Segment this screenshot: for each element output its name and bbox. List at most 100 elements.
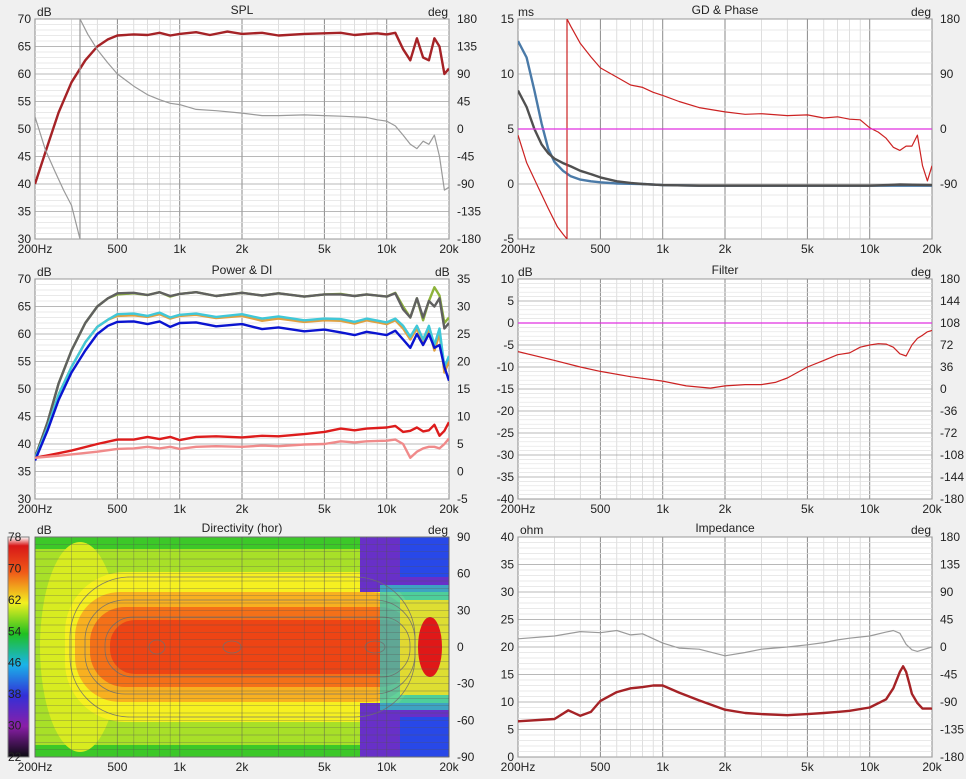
- directivity-y2tick-label: 90: [457, 530, 471, 544]
- power-grid: [34, 278, 450, 500]
- spl-xtick-label: 20k: [439, 242, 459, 256]
- power-y2tick-label: 35: [457, 272, 471, 286]
- impedance-xtick-label: 20k: [922, 760, 942, 774]
- filter-y2tick-label: -144: [940, 470, 964, 484]
- directivity-title: Directivity (hor): [202, 521, 283, 535]
- filter-ytick-label: -20: [497, 404, 515, 418]
- gd-series-line-1: [518, 89, 932, 187]
- directivity-xtick-label: 200Hz: [18, 760, 53, 774]
- impedance-panel: Impedance ohm deg 200Hz 500 1k 2k 5k 10k 20k 0 5…: [501, 521, 965, 774]
- spl-y2tick-label: 135: [457, 40, 477, 54]
- gd-ytick-label: 0: [507, 177, 514, 191]
- filter-y2tick-label: 144: [940, 294, 960, 308]
- gd-series-line-2: [518, 19, 932, 239]
- spl-y2label: deg: [428, 5, 448, 19]
- directivity-y2tick-label: -30: [457, 677, 475, 691]
- filter-xtick-label: 20k: [922, 502, 942, 516]
- gd-y2label: deg: [911, 5, 931, 19]
- spl-ytick-label: 60: [18, 67, 32, 81]
- power-y2tick-label: -5: [457, 492, 468, 506]
- gd-xtick-label: 1k: [656, 242, 670, 256]
- heatmap-hf-bottom-blue: [400, 717, 449, 757]
- impedance-series-line-1: [518, 665, 932, 723]
- heatmap-contours: [69, 576, 416, 718]
- spl-ytick-label: 70: [18, 12, 32, 26]
- power-xtick-label: 1k: [173, 502, 187, 516]
- impedance-ticks: 200Hz 500 1k 2k 5k 10k 20k 0 5 10 15 20 25 30 35 40 -180…: [501, 530, 965, 774]
- impedance-grid: [517, 536, 933, 758]
- gd-series: [518, 19, 932, 239]
- impedance-ytick-label: 0: [507, 750, 514, 764]
- heatmap-edge-top: [35, 537, 449, 549]
- gd-xtick-label: 2k: [719, 242, 733, 256]
- power-ytick-label: 35: [18, 465, 32, 479]
- filter-y2tick-label: 72: [940, 338, 954, 352]
- filter-ytick-label: 5: [507, 294, 514, 308]
- spl-y2tick-label: -90: [457, 177, 475, 191]
- gd-xtick-label: 500: [590, 242, 610, 256]
- filter-ytick-label: 10: [501, 272, 515, 286]
- spl-ytick-label: 55: [18, 95, 32, 109]
- filter-series: [518, 322, 932, 389]
- spl-ytick-label: 30: [18, 232, 32, 246]
- heatmap-edge-bottom: [35, 745, 449, 757]
- impedance-ytick-label: 40: [501, 530, 515, 544]
- contour-5: [222, 640, 242, 654]
- spl-ytick-label: 35: [18, 205, 32, 219]
- impedance-title: Impedance: [695, 521, 755, 535]
- directivity-ylabel: dB: [37, 523, 52, 537]
- power-ytick-label: 70: [18, 272, 32, 286]
- gd-phase-panel: GD & Phase ms deg 200Hz 500 1k 2k 5k 10k 20k-5…: [501, 3, 961, 256]
- directivity-xtick-label: 5k: [318, 760, 332, 774]
- filter-grid: [517, 278, 933, 500]
- spl-y2tick-label: 90: [457, 67, 471, 81]
- spl-title: SPL: [231, 3, 254, 17]
- spl-grid: [34, 18, 450, 240]
- directivity-xtick-label: 10k: [377, 760, 397, 774]
- gd-ytick-label: 10: [501, 67, 515, 81]
- directivity-y2label: deg: [428, 523, 448, 537]
- filter-title: Filter: [712, 263, 739, 277]
- filter-y2tick-label: 108: [940, 316, 960, 330]
- power-ytick-label: 30: [18, 492, 32, 506]
- impedance-ytick-label: 30: [501, 585, 515, 599]
- colorbar-tick-label: 70: [8, 561, 22, 575]
- impedance-y2label: deg: [911, 523, 931, 537]
- power-xtick-label: 5k: [318, 502, 332, 516]
- spl-y2tick-label: 180: [457, 12, 477, 26]
- gd-ytick-label: -5: [503, 232, 514, 246]
- power-ytick-label: 45: [18, 410, 32, 424]
- spl-ylabel: dB: [37, 5, 52, 19]
- impedance-ytick-label: 10: [501, 695, 515, 709]
- power-title: Power & DI: [212, 263, 273, 277]
- impedance-xtick-label: 1k: [656, 760, 670, 774]
- power-xtick-label: 2k: [236, 502, 250, 516]
- directivity-grid: [34, 536, 450, 758]
- spl-xtick-label: 1k: [173, 242, 187, 256]
- impedance-ytick-label: 35: [501, 558, 515, 572]
- impedance-ytick-label: 5: [507, 723, 514, 737]
- spl-ticks: 200Hz 500 1k 2k 5k 10k 20k 30 35 40 45 50 55 60 65 70 -1…: [18, 12, 482, 256]
- power-y2label: dB: [435, 265, 450, 279]
- impedance-xtick-label: 5k: [801, 760, 815, 774]
- gd-xtick-label: 200Hz: [501, 242, 536, 256]
- power-y2tick-label: 30: [457, 300, 471, 314]
- gd-y2tick-label: 90: [940, 67, 954, 81]
- gd-title: GD & Phase: [692, 3, 759, 17]
- filter-ytick-label: -15: [497, 382, 515, 396]
- heatmap-zone-red: [110, 620, 410, 674]
- spl-y2tick-label: -135: [457, 205, 481, 219]
- gd-ytick-label: 15: [501, 12, 515, 26]
- power-xtick-label: 200Hz: [18, 502, 53, 516]
- power-ticks: 200Hz 500 1k 2k 5k 10k 20k303540455055606570-5…: [18, 272, 471, 516]
- gd-y2tick-label: 180: [940, 12, 960, 26]
- spl-xtick-label: 2k: [236, 242, 250, 256]
- power-xtick-label: 20k: [439, 502, 459, 516]
- power-series: [35, 286, 449, 461]
- impedance-y2tick-label: -180: [940, 750, 964, 764]
- spl-ytick-label: 65: [18, 40, 32, 54]
- impedance-ytick-label: 20: [501, 640, 515, 654]
- power-ytick-label: 65: [18, 300, 32, 314]
- spl-y2tick-label: 45: [457, 95, 471, 109]
